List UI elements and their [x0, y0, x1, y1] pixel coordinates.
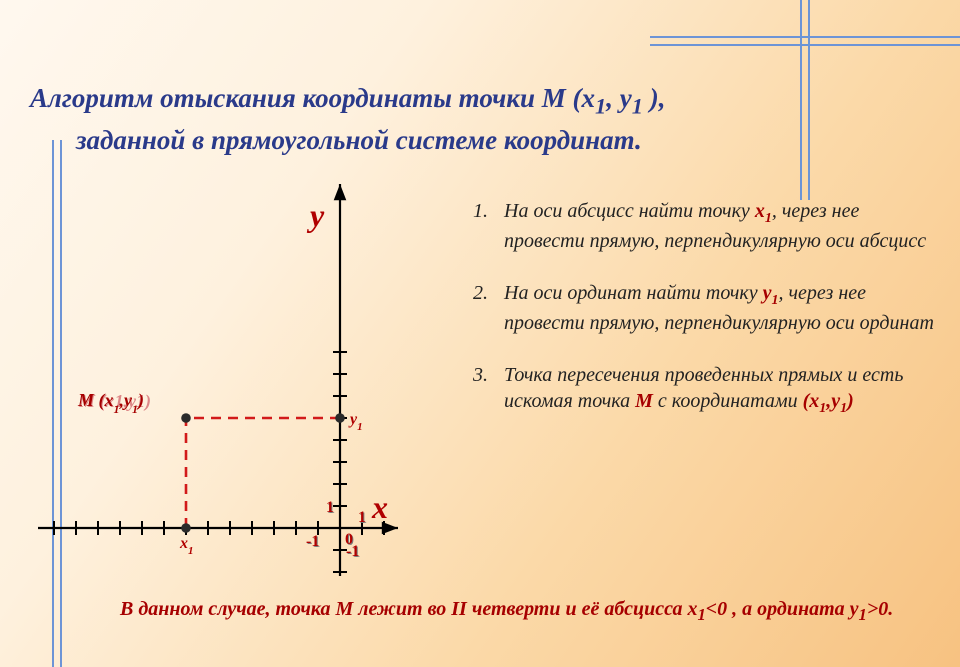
coordinate-diagram: yx0011-1-111-1-1y1x1M (x1,y1)M (x1,y1) [34, 178, 404, 578]
svg-text:y: y [306, 197, 325, 233]
svg-text:-1: -1 [306, 533, 319, 550]
step-number: 1. [454, 198, 504, 254]
step-text: На оси ординат найти точку y1, через нее… [504, 280, 936, 336]
step-number: 3. [454, 362, 504, 418]
step-text: Точка пересечения проведенных прямых и е… [504, 362, 936, 418]
step-item: 1.На оси абсцисс найти точку x1, через н… [454, 198, 936, 254]
step-text: На оси абсцисс найти точку x1, через нее… [504, 198, 936, 254]
svg-text:1: 1 [326, 499, 334, 516]
title-text-1: Алгоритм отыскания координаты точки [30, 83, 542, 113]
svg-text:x1: x1 [179, 535, 194, 557]
diagram-svg: yx0011-1-111-1-1y1x1M (x1,y1)M (x1,y1) [34, 178, 404, 578]
page-title: Алгоритм отыскания координаты точки M (x… [30, 80, 930, 158]
footnote: В данном случае, точка M лежит во II чет… [120, 596, 936, 627]
title-m: M (x1, y1 ), [542, 83, 666, 113]
svg-text:-1: -1 [346, 543, 359, 560]
decorative-line [650, 44, 960, 46]
svg-text:1: 1 [358, 509, 366, 526]
title-text-2: заданной в прямоугольной системе координ… [30, 125, 642, 155]
decorative-line [650, 36, 960, 38]
svg-text:y1: y1 [348, 411, 363, 433]
step-item: 3.Точка пересечения проведенных прямых и… [454, 362, 936, 418]
step-number: 2. [454, 280, 504, 336]
algorithm-steps: 1.На оси абсцисс найти точку x1, через н… [414, 198, 936, 445]
step-item: 2.На оси ординат найти точку y1, через н… [454, 280, 936, 336]
svg-text:x: x [371, 489, 388, 525]
